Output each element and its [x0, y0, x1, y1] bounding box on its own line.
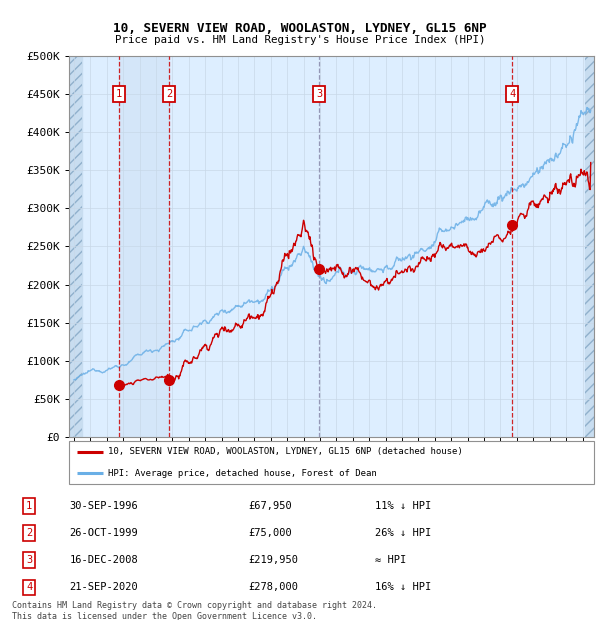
Text: 16-DEC-2008: 16-DEC-2008: [70, 556, 139, 565]
FancyBboxPatch shape: [69, 441, 594, 484]
Text: 26-OCT-1999: 26-OCT-1999: [70, 528, 139, 538]
Text: 30-SEP-1996: 30-SEP-1996: [70, 501, 139, 511]
Text: 4: 4: [509, 89, 515, 99]
Text: ≈ HPI: ≈ HPI: [375, 556, 406, 565]
Bar: [69, 56, 82, 437]
Text: 10, SEVERN VIEW ROAD, WOOLASTON, LYDNEY, GL15 6NP: 10, SEVERN VIEW ROAD, WOOLASTON, LYDNEY,…: [113, 22, 487, 35]
Text: 3: 3: [316, 89, 322, 99]
Text: 2: 2: [166, 89, 173, 99]
Bar: [586, 56, 594, 437]
Text: 26% ↓ HPI: 26% ↓ HPI: [375, 528, 431, 538]
Text: £75,000: £75,000: [248, 528, 292, 538]
Bar: [119, 56, 169, 437]
Text: 3: 3: [26, 556, 32, 565]
Text: Contains HM Land Registry data © Crown copyright and database right 2024.
This d: Contains HM Land Registry data © Crown c…: [12, 601, 377, 620]
Bar: [69, 56, 82, 437]
Bar: [586, 56, 594, 437]
Text: 1: 1: [116, 89, 122, 99]
Text: 11% ↓ HPI: 11% ↓ HPI: [375, 501, 431, 511]
Text: 1: 1: [26, 501, 32, 511]
Text: 2: 2: [26, 528, 32, 538]
Text: 21-SEP-2020: 21-SEP-2020: [70, 582, 139, 593]
Text: £278,000: £278,000: [248, 582, 298, 593]
Text: 16% ↓ HPI: 16% ↓ HPI: [375, 582, 431, 593]
Text: 4: 4: [26, 582, 32, 593]
Text: £67,950: £67,950: [248, 501, 292, 511]
Text: 10, SEVERN VIEW ROAD, WOOLASTON, LYDNEY, GL15 6NP (detached house): 10, SEVERN VIEW ROAD, WOOLASTON, LYDNEY,…: [109, 448, 463, 456]
Text: Price paid vs. HM Land Registry's House Price Index (HPI): Price paid vs. HM Land Registry's House …: [115, 35, 485, 45]
Text: HPI: Average price, detached house, Forest of Dean: HPI: Average price, detached house, Fore…: [109, 469, 377, 477]
Text: £219,950: £219,950: [248, 556, 298, 565]
